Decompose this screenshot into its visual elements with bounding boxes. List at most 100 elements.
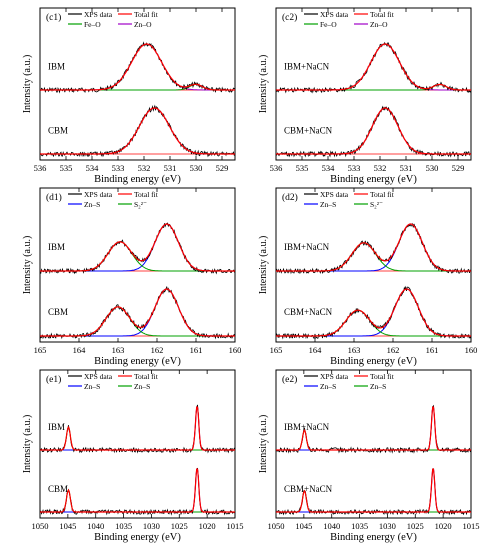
total-fit-line — [276, 288, 471, 337]
x-tick-label: 532 — [374, 163, 387, 173]
legend-entry: Zn–S — [84, 382, 100, 391]
total-fit-line — [40, 288, 235, 337]
x-axis-label: Binding energy (eV) — [330, 174, 417, 185]
x-tick-label: 1030 — [379, 521, 396, 531]
panel-c1: 536 535 534 533 532 531 530 529 Binding energy (… — [22, 7, 236, 185]
trace-label: IBM+NaCN — [284, 422, 330, 432]
x-tick-label: 535 — [296, 163, 309, 173]
x-axis-label: Binding energy (eV) — [330, 532, 417, 543]
legend-entry: XPS data — [84, 190, 113, 199]
x-tick-label: 164 — [309, 345, 323, 355]
panel-c2: 536 535 534 533 532 531 530 529 Binding energy (… — [258, 7, 472, 185]
y-axis-label: Intensity (a.u.) — [22, 55, 33, 114]
x-tick-label: 160 — [229, 345, 242, 355]
xps-data-line — [39, 222, 236, 275]
trace-label: CBM — [48, 484, 68, 494]
legend-entry: Zn–S — [370, 382, 386, 391]
legend-entry: Total fit — [370, 10, 395, 19]
x-tick-label: 1050 — [268, 521, 285, 531]
y-axis-label: Intensity (a.u.) — [22, 415, 33, 474]
panel-e1: 1050 1045 1040 1035 1030 1025 1020 1015 Binding … — [22, 369, 244, 543]
panel-label: (c2) — [282, 12, 297, 23]
legend-entry: Fe–O — [84, 20, 101, 29]
x-tick-label: 162 — [387, 345, 400, 355]
y-axis-label: Intensity (a.u.) — [258, 236, 269, 295]
component-curve — [40, 306, 235, 337]
x-tick-label: 163 — [348, 345, 361, 355]
xps-data-line — [39, 41, 236, 94]
axes-frame — [39, 187, 236, 343]
x-tick-label: 1045 — [59, 521, 76, 531]
legend-entry: Zn–S — [320, 200, 336, 209]
x-tick-label: 533 — [112, 163, 125, 173]
total-fit-line — [276, 107, 471, 155]
x-axis-label: Binding energy (eV) — [330, 356, 417, 367]
trace-label: IBM+NaCN — [284, 242, 330, 252]
x-tick-label: 532 — [138, 163, 151, 173]
legend-entry: Zn–O — [134, 20, 152, 29]
x-tick-label: 536 — [270, 163, 283, 173]
panel-label: (c1) — [46, 12, 61, 23]
legend-entry: Fe–O — [320, 20, 337, 29]
x-tick-label: 534 — [86, 163, 100, 173]
axes-frame — [275, 369, 472, 519]
x-tick-label: 1035 — [351, 521, 368, 531]
x-tick-label: 530 — [426, 163, 439, 173]
component-curve — [40, 223, 235, 272]
total-fit-line — [40, 43, 235, 91]
trace-label: CBM+NaCN — [284, 484, 333, 494]
xps-data-line — [39, 104, 236, 158]
trace-label: IBM — [48, 422, 65, 432]
x-tick-label: 1025 — [407, 521, 424, 531]
legend-entry: Total fit — [134, 190, 159, 199]
legend-entry: S₂²⁻ — [134, 200, 147, 209]
legend-entry: Total fit — [134, 10, 159, 19]
panel-e2: 1050 1045 1040 1035 1030 1025 1020 1015 Binding … — [258, 369, 480, 543]
total-fit-line — [40, 107, 235, 155]
x-tick-label: 1040 — [87, 521, 104, 531]
x-tick-label: 1030 — [143, 521, 160, 531]
total-fit-line — [40, 406, 235, 451]
trace-label: CBM+NaCN — [284, 125, 333, 135]
x-tick-label: 531 — [164, 163, 177, 173]
x-tick-label: 163 — [112, 345, 125, 355]
panel-d1: 165 164 163 162 161 160 Binding energy (eV) Int… — [22, 187, 242, 367]
y-axis-label: Intensity (a.u.) — [258, 55, 269, 114]
x-tick-label: 1050 — [32, 521, 49, 531]
legend-entry: Zn–S — [84, 200, 100, 209]
axes-frame — [39, 369, 236, 519]
x-tick-label: 1020 — [435, 521, 452, 531]
x-axis-label: Binding energy (eV) — [94, 174, 181, 185]
x-tick-label: 160 — [465, 345, 478, 355]
x-tick-label: 1015 — [227, 521, 244, 531]
axes-frame — [275, 7, 472, 161]
x-tick-label: 533 — [348, 163, 361, 173]
trace-label: IBM+NaCN — [284, 61, 330, 71]
trace-label: IBM — [48, 61, 65, 71]
legend-entry: XPS data — [84, 372, 113, 381]
component-curve — [40, 107, 235, 155]
x-tick-label: 165 — [270, 345, 283, 355]
x-tick-label: 531 — [400, 163, 413, 173]
panel-label: (e2) — [282, 374, 297, 385]
legend-entry: Total fit — [370, 372, 395, 381]
y-axis-label: Intensity (a.u.) — [22, 236, 33, 295]
total-fit-line — [276, 468, 471, 513]
panel-label: (e1) — [46, 374, 61, 385]
axes-frame — [39, 7, 236, 161]
x-tick-label: 529 — [216, 163, 229, 173]
y-axis-label: Intensity (a.u.) — [258, 415, 269, 474]
x-tick-label: 165 — [34, 345, 47, 355]
x-tick-label: 1020 — [199, 521, 216, 531]
x-tick-label: 164 — [73, 345, 87, 355]
total-fit-line — [276, 406, 471, 451]
trace-label: CBM — [48, 307, 68, 317]
axes-frame — [275, 187, 472, 343]
panel-d2: 165 164 163 162 161 160 Binding energy (eV) Int… — [258, 187, 478, 367]
trace-label: CBM+NaCN — [284, 307, 333, 317]
x-tick-label: 529 — [452, 163, 465, 173]
total-fit-line — [276, 223, 471, 272]
x-axis-label: Binding energy (eV) — [94, 356, 181, 367]
